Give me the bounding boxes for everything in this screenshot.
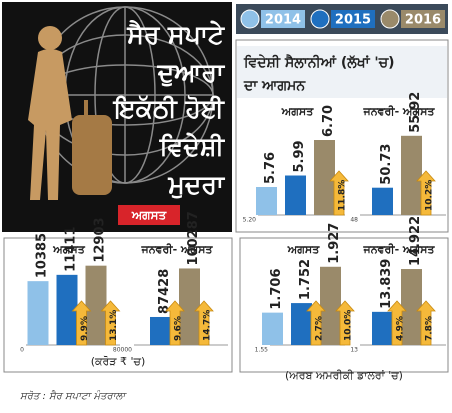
bar <box>56 274 78 345</box>
tag-box <box>118 205 180 225</box>
bar <box>291 303 312 345</box>
legend-icon <box>380 9 400 29</box>
title-line: ਦੁਆਰਾ <box>157 58 226 87</box>
bar <box>262 312 283 345</box>
growth-label: 9.6% <box>174 316 184 341</box>
value-label: 1.752 <box>298 259 313 300</box>
charts: ਅਗਸਤ 5.20 5.76 5.99 6.70 11.8% ਜਨਵਰੀ- ਅਗਸਤ 48 50… <box>20 92 446 354</box>
panel-title: ਜਨਵਰੀ- ਅਗਸਤ <box>141 242 214 256</box>
source: ਸਰੋਤ : ਸੈਰ ਸਪਾਟਾ ਮੰਤਰਾਲਾ <box>20 390 127 402</box>
legend-label: 2014 <box>265 13 301 28</box>
bar <box>401 269 422 345</box>
value-label: 12903 <box>93 217 108 262</box>
y-tick-label: 0 <box>20 347 24 354</box>
tag: ਅਗਸਤ <box>131 208 168 222</box>
y-tick-label: 13 <box>350 347 358 354</box>
tourist-heading: ਵਿਦੇਸ਼ੀ ਸੈਲਾਨੀਆਂ (ਲੱਖਾਂ 'ਚ) <box>243 53 395 71</box>
value-label: 11411 <box>64 227 79 272</box>
value-label: 14.922 <box>408 216 423 266</box>
bar <box>320 266 341 345</box>
legend-icon <box>240 9 260 29</box>
growth-arrow <box>165 300 185 346</box>
legend-label: 2015 <box>335 13 371 28</box>
value-label: 1.927 <box>327 223 342 264</box>
value-label: 6.70 <box>321 105 336 137</box>
bar <box>401 135 422 215</box>
growth-label: 10.0% <box>344 310 354 341</box>
panel-title: ਅਗਸਤ <box>281 105 314 118</box>
y-tick-label: 80000 <box>113 347 132 354</box>
title-line: ਮੁਦਰਾ <box>167 170 226 199</box>
traveller <box>28 26 112 200</box>
y-tick-label: 5.20 <box>243 217 257 224</box>
panel-title: ਅਗਸਤ <box>52 243 85 256</box>
growth-arrow <box>194 300 214 346</box>
title-line: ਵਿਦੇਸ਼ੀ <box>159 132 226 161</box>
value-label: 100287 <box>186 211 201 265</box>
legend-swatch <box>261 10 305 28</box>
growth-label: 11.8% <box>338 180 348 211</box>
value-label: 10385 <box>35 233 50 278</box>
panel-title: ਜਨਵਰੀ- ਅਗਸਤ <box>363 242 436 256</box>
value-label: 55.92 <box>408 92 423 133</box>
value-label: 5.76 <box>263 152 278 184</box>
legend: 2014 2015 2016 <box>240 9 445 29</box>
unit-label: (ਕਰੋੜ ₹ 'ਚ) <box>91 355 146 368</box>
value-label: 13.839 <box>379 259 394 309</box>
value-label: 87428 <box>157 269 172 314</box>
growth-arrow <box>416 170 436 216</box>
growth-label: 7.8% <box>425 316 435 341</box>
heading-bg <box>237 46 447 98</box>
bar <box>150 316 171 345</box>
tourist-heading: ਦਾ ਆਗਮਨ <box>243 78 306 94</box>
growth-arrow <box>100 300 121 346</box>
growth-label: 4.9% <box>396 316 406 341</box>
growth-arrow <box>416 300 436 346</box>
title-line: ਇਕੱਠੀ ਹੋਈ <box>112 94 226 123</box>
title: ਸੈਰ ਸਪਾਟੇ ਦੁਆਰਾ ਇਕੱਠੀ ਹੋਈ ਵਿਦੇਸ਼ੀ ਮੁਦਰਾ <box>112 19 226 199</box>
bar <box>27 281 49 345</box>
y-tick-label: 48 <box>350 217 358 224</box>
bar <box>372 311 393 345</box>
bar <box>314 140 335 215</box>
legend-swatch <box>331 10 375 28</box>
growth-arrow <box>329 170 349 216</box>
growth-arrow <box>306 300 326 346</box>
growth-arrow <box>335 300 355 346</box>
bar <box>256 187 277 215</box>
legend-label: 2016 <box>405 13 441 28</box>
growth-label: 13.1% <box>109 310 119 341</box>
bar <box>179 268 200 345</box>
panel-title: ਅਗਸਤ <box>287 243 320 256</box>
title-line: ਸੈਰ ਸਪਾਟੇ <box>126 19 225 49</box>
legend-icon <box>310 9 330 29</box>
legend-swatch <box>401 10 445 28</box>
value-label: 5.99 <box>292 140 307 172</box>
bar <box>285 175 306 215</box>
value-label: 50.73 <box>379 144 394 185</box>
y-tick-label: 1.55 <box>255 347 269 354</box>
bar <box>85 265 107 345</box>
unit-label: (ਅਰਬ ਅਮਰੀਕੀ ਡਾਲਰਾਂ 'ਚ) <box>285 369 403 382</box>
growth-label: 2.7% <box>315 316 325 341</box>
growth-arrow <box>71 300 92 346</box>
growth-label: 9.9% <box>80 316 90 341</box>
growth-arrow <box>387 300 407 346</box>
bar <box>372 187 393 215</box>
growth-label: 14.7% <box>203 310 213 341</box>
value-label: 1.706 <box>269 269 284 310</box>
panel-title: ਜਨਵਰੀ- ਅਗਸਤ <box>363 104 436 118</box>
growth-label: 10.2% <box>425 180 435 211</box>
